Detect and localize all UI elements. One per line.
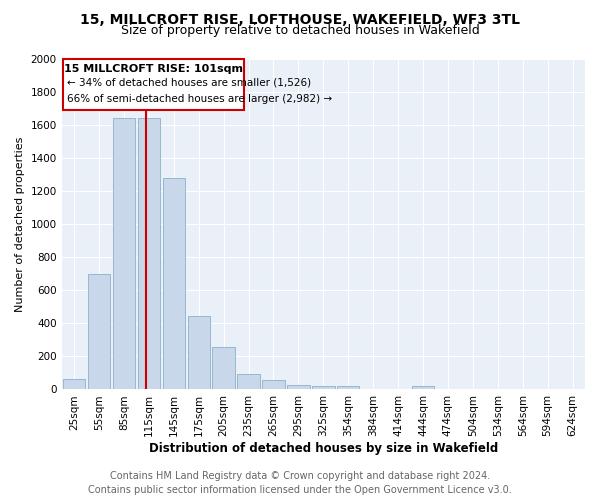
Bar [238,374,260,390]
Bar [412,386,434,390]
X-axis label: Distribution of detached houses by size in Wakefield: Distribution of detached houses by size … [149,442,498,455]
Bar [212,348,235,390]
Bar [88,274,110,390]
Text: 15 MILLCROFT RISE: 101sqm: 15 MILLCROFT RISE: 101sqm [64,64,243,74]
Bar [188,316,210,390]
Bar [113,118,135,390]
Text: 15, MILLCROFT RISE, LOFTHOUSE, WAKEFIELD, WF3 3TL: 15, MILLCROFT RISE, LOFTHOUSE, WAKEFIELD… [80,12,520,26]
Text: ← 34% of detached houses are smaller (1,526): ← 34% of detached houses are smaller (1,… [67,77,311,87]
Text: Size of property relative to detached houses in Wakefield: Size of property relative to detached ho… [121,24,479,37]
Bar [287,384,310,390]
Y-axis label: Number of detached properties: Number of detached properties [15,136,25,312]
Text: Contains HM Land Registry data © Crown copyright and database right 2024.
Contai: Contains HM Land Registry data © Crown c… [88,471,512,495]
Bar [337,386,359,390]
Bar [312,386,335,390]
Bar [163,178,185,390]
Text: 66% of semi-detached houses are larger (2,982) →: 66% of semi-detached houses are larger (… [67,94,332,104]
Bar [137,118,160,390]
Bar [262,380,285,390]
FancyBboxPatch shape [63,59,244,110]
Bar [63,378,85,390]
